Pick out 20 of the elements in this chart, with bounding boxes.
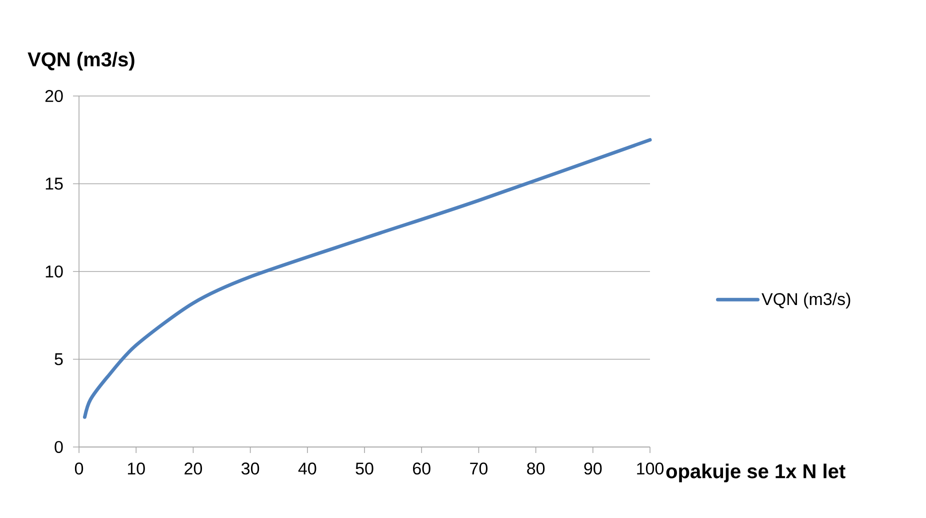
x-tick-label: 70	[470, 462, 488, 475]
y-tick-label: 15	[46, 178, 63, 190]
legend-label: VQN (m3/s)	[762, 292, 850, 308]
x-tick-label: 80	[527, 462, 545, 475]
x-axis-title: opakuje se 1x N let	[666, 464, 846, 482]
line-series	[82, 138, 652, 419]
y-axis-title: VQN (m3/s)	[28, 52, 134, 70]
y-tick-label: 5	[54, 353, 63, 366]
y-tick-label: 0	[54, 440, 63, 454]
x-tick-label: 60	[413, 462, 430, 475]
x-tick-label: 100	[637, 462, 664, 475]
x-tick-label: 40	[298, 462, 316, 475]
x-tick-label: 20	[184, 462, 202, 475]
x-tick-label: 50	[356, 462, 374, 475]
x-tick-label: 0	[74, 462, 84, 475]
y-tick-label: 10	[46, 265, 63, 278]
x-tick-label: 30	[241, 462, 260, 475]
y-tick-label: 20	[45, 90, 63, 102]
x-tick-label: 90	[584, 462, 602, 475]
x-tick-label: 10	[128, 462, 145, 475]
